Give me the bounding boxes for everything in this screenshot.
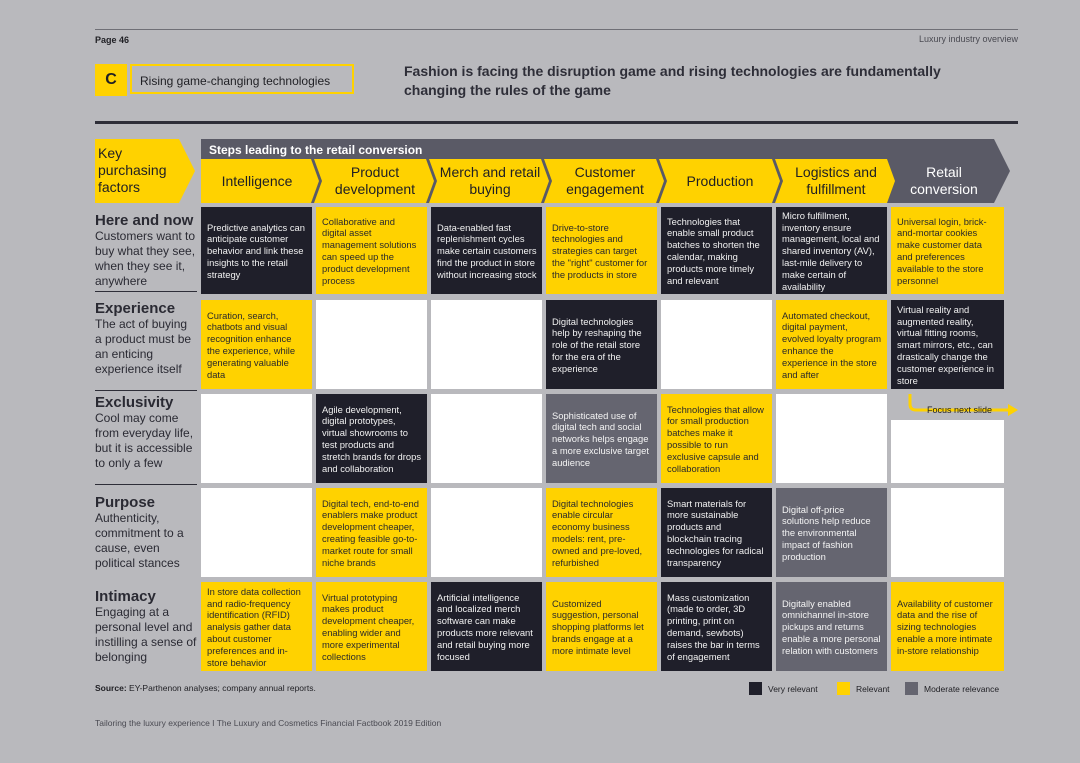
matrix-cell: Mass customization (made to order, 3D pr… — [661, 582, 772, 671]
row-label-purpose: Purpose Authenticity, commitment to a ca… — [95, 494, 197, 576]
row-title: Here and now — [95, 212, 194, 229]
matrix-cell: Virtual prototyping makes product develo… — [316, 582, 427, 671]
stage-shape-3 — [544, 159, 664, 203]
stage-logistics-fulfillment: Logistics and fulfillment — [795, 164, 877, 197]
matrix-cell — [891, 420, 1004, 483]
row-label-intimacy: Intimacy Engaging at a personal level an… — [95, 588, 197, 668]
stage-customer-engagement: Customer engagement — [566, 164, 644, 197]
stage-product-development: Product development — [334, 164, 416, 197]
matrix-cell: Automated checkout, digital payment, evo… — [776, 300, 887, 389]
section-letter: C — [95, 64, 127, 96]
matrix-cell — [431, 488, 542, 577]
legend-label-relevant: Relevant — [856, 684, 890, 694]
row-subtitle: The act of buying a product must be an e… — [95, 317, 192, 376]
kpf-label: Key purchasing factors — [98, 145, 167, 195]
legend-swatch-relevant — [837, 682, 850, 695]
row-label-here-and-now: Here and now Customers want to buy what … — [95, 212, 197, 292]
matrix-cell: Digital tech, end-to-end enablers make p… — [316, 488, 427, 577]
stage-retail-conversion: Retail conversion — [910, 164, 978, 197]
source-text: EY-Parthenon analyses; company annual re… — [129, 683, 316, 693]
stage-merch-retail-buying: Merch and retail buying — [439, 164, 541, 197]
matrix-cell — [316, 300, 427, 389]
stage-shape-1 — [314, 159, 434, 203]
row-title: Experience — [95, 300, 176, 317]
legend-swatch-very-relevant — [749, 682, 762, 695]
row-title: Exclusivity — [95, 394, 174, 411]
matrix-cell: Digital off-price solutions help reduce … — [776, 488, 887, 577]
kpf-arrow-shape — [95, 139, 195, 203]
matrix-cell: Artificial intelligence and localized me… — [431, 582, 542, 671]
matrix-cell: Collaborative and digital asset manageme… — [316, 207, 427, 294]
matrix-cell: Technologies that allow for small produc… — [661, 394, 772, 483]
legend-label-very-relevant: Very relevant — [768, 684, 818, 694]
steps-arrow-shapes — [201, 139, 1010, 203]
source-note: Source: EY-Parthenon analyses; company a… — [95, 683, 316, 693]
matrix-cell: Digital technologies enable circular eco… — [546, 488, 657, 577]
matrix-cell — [431, 300, 542, 389]
page-number: Page 46 — [95, 35, 130, 45]
stage-shape-0 — [201, 159, 319, 203]
source-label: Source: — [95, 683, 127, 693]
matrix-cell — [201, 394, 312, 483]
matrix-cell: Customized suggestion, personal shopping… — [546, 582, 657, 671]
matrix-cell — [891, 488, 1004, 577]
top-rule — [95, 29, 1018, 30]
matrix-cell — [776, 394, 887, 483]
matrix-cell: Digital technologies help by reshaping t… — [546, 300, 657, 389]
matrix-cell: Digitally enabled omnichannel in-store p… — [776, 582, 887, 671]
row-subtitle: Engaging at a personal level and instill… — [95, 605, 197, 664]
matrix-cell: Micro fulfillment, inventory ensure mana… — [776, 207, 887, 294]
stage-shape-2 — [429, 159, 549, 203]
matrix-cell — [431, 394, 542, 483]
matrix-cell: Technologies that enable small product b… — [661, 207, 772, 294]
matrix-cell: Virtual reality and augmented reality, v… — [891, 300, 1004, 389]
matrix-cell: Smart materials for more sustainable pro… — [661, 488, 772, 577]
row-title: Purpose — [95, 494, 156, 511]
legend-swatch-moderate — [905, 682, 918, 695]
steps-header: Steps leading to the retail conversion I… — [201, 139, 1010, 203]
row-label-exclusivity: Exclusivity Cool may come from everyday … — [95, 394, 197, 485]
row-subtitle: Authenticity, commitment to a cause, eve… — [95, 511, 184, 570]
row-subtitle: Cool may come from everyday life, but it… — [95, 411, 194, 470]
matrix-cell: Data-enabled fast replenishment cycles m… — [431, 207, 542, 294]
matrix-cell: In store data collection and radio-frequ… — [201, 582, 312, 671]
section-label: Rising game-changing technologies — [130, 64, 354, 94]
document-title: Luxury industry overview — [918, 34, 1018, 44]
row-title: Intimacy — [95, 588, 156, 605]
stage-shape-5 — [775, 159, 895, 203]
key-purchasing-factors-header: Key purchasing factors — [95, 139, 197, 203]
page-headline: Fashion is facing the disruption game an… — [404, 63, 941, 98]
focus-next-slide-label: Focus next slide — [927, 405, 993, 415]
stage-intelligence: Intelligence — [221, 172, 293, 189]
matrix-cell: Universal login, brick-and-mortar cookie… — [891, 207, 1004, 294]
matrix-cell: Drive-to-store technologies and strategi… — [546, 207, 657, 294]
header-divider — [95, 121, 1018, 124]
focus-bracket — [908, 394, 1018, 416]
row-subtitle: Customers want to buy what they see, whe… — [95, 229, 196, 288]
matrix-cell: Curation, search, chatbots and visual re… — [201, 300, 312, 389]
stage-production: Production — [686, 172, 754, 189]
matrix-cell — [201, 488, 312, 577]
matrix-cell: Predictive analytics can anticipate cust… — [201, 207, 312, 294]
steps-title: Steps leading to the retail conversion — [209, 143, 423, 157]
row-label-experience: Experience The act of buying a product m… — [95, 300, 197, 391]
page-footer: Tailoring the luxury experience I The Lu… — [95, 718, 442, 728]
stage-shape-4 — [659, 159, 780, 203]
matrix-cell: Agile development, digital prototypes, v… — [316, 394, 427, 483]
matrix-cell: Sophisticated use of digital tech and so… — [546, 394, 657, 483]
legend-label-moderate: Moderate relevance — [924, 684, 1000, 694]
matrix-cell: Availability of customer data and the ri… — [891, 582, 1004, 671]
matrix-cell — [661, 300, 772, 389]
